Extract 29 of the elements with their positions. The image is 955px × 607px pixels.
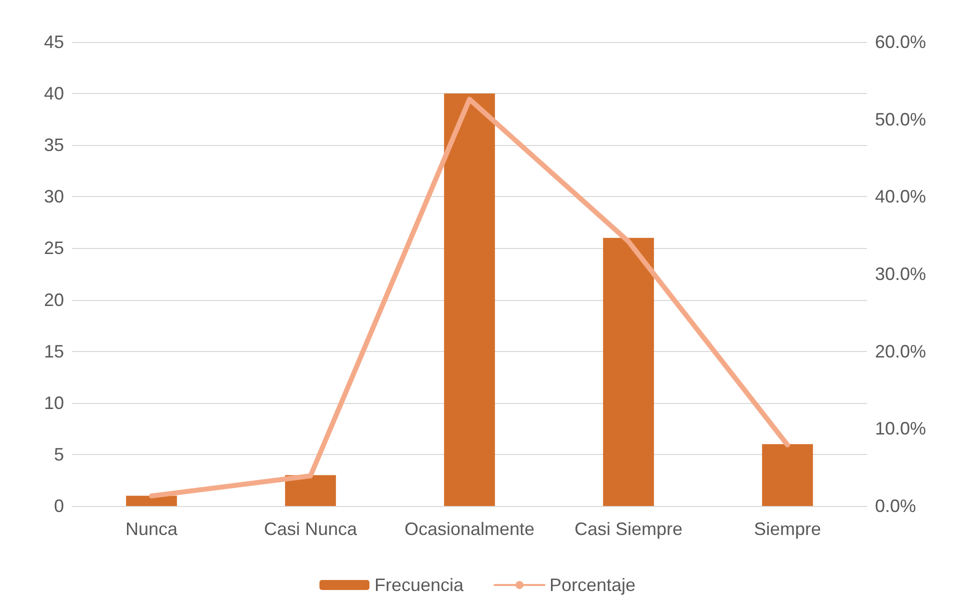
y2-tick-label: 10.0%	[875, 418, 926, 439]
y-tick-label: 45	[44, 32, 64, 52]
y-tick-label: 25	[44, 238, 64, 258]
legend-label: Frecuencia	[374, 575, 464, 595]
y2-tick-label: 30.0%	[875, 264, 926, 284]
bar	[444, 94, 495, 506]
y2-tick-label: 0.0%	[875, 496, 916, 516]
bar	[126, 496, 177, 506]
x-tick-label: Siempre	[754, 519, 822, 539]
bar	[285, 475, 336, 506]
y2-tick-label: 40.0%	[875, 186, 926, 207]
legend-label: Porcentaje	[549, 575, 636, 595]
x-tick-label: Nunca	[125, 519, 179, 539]
y-tick-label: 35	[44, 135, 64, 156]
bar	[762, 444, 813, 506]
y-tick-label: 10	[44, 392, 64, 413]
y-tick-label: 20	[44, 290, 64, 310]
y2-tick-label: 60.0%	[875, 32, 926, 52]
y-tick-label: 0	[54, 496, 64, 516]
y2-tick-label: 50.0%	[875, 109, 926, 130]
x-tick-label: Casi Nunca	[264, 519, 358, 539]
bar	[603, 238, 654, 506]
x-tick-label: Casi Siempre	[574, 519, 683, 539]
x-tick-label: Ocasionalmente	[404, 519, 535, 539]
y2-tick-label: 20.0%	[875, 341, 926, 362]
y-tick-label: 40	[44, 84, 64, 104]
y-tick-label: 5	[54, 444, 64, 464]
y-tick-label: 30	[44, 186, 64, 207]
y-tick-label: 15	[44, 341, 64, 362]
